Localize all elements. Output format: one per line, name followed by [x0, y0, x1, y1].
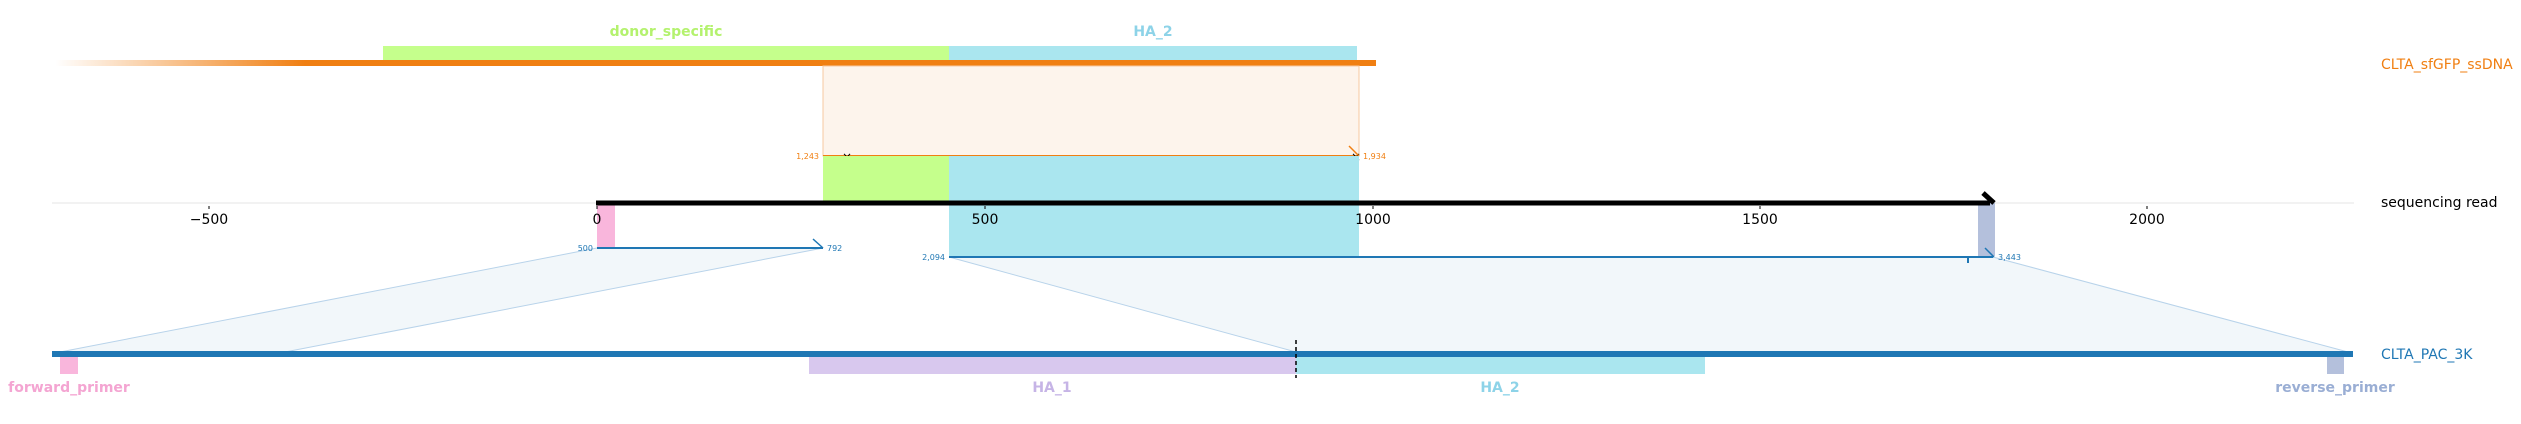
- read-feature-reverse-primer: [1978, 203, 1995, 256]
- read-feature-forward-primer: [597, 203, 615, 249]
- ref-feature-reverse-primer: [2327, 356, 2344, 374]
- donor-bar-fade: [55, 60, 305, 66]
- ref-feature-label-ha2: HA_2: [1480, 380, 1519, 396]
- axis-tick-label: 1000: [1355, 212, 1391, 228]
- axis-tick-label: 0: [593, 212, 602, 228]
- read-feature-donor-specific: [823, 156, 949, 203]
- donor-alignment-region: [822, 65, 1360, 157]
- donor-alignment-start-label: 1,243: [796, 152, 819, 161]
- donor-bar: [305, 60, 1376, 66]
- ref-feature-label-ha1: HA_1: [1032, 380, 1071, 396]
- ref-feature-ha2: [1296, 356, 1705, 374]
- donor-alignment-end-label: 1,934: [1363, 152, 1386, 161]
- read-feature-ha2: [949, 156, 1359, 256]
- ref-alignment-1-start-label: 500: [578, 244, 593, 253]
- axis-tick-label: −500: [190, 212, 228, 228]
- axis-tick-label: 1500: [1742, 212, 1778, 228]
- ref-alignment-2-band: [948, 256, 2349, 353]
- reference-bar: [52, 351, 2353, 357]
- read-track-label: sequencing read: [2381, 195, 2497, 211]
- ref-alignment-2-start-label: 2,094: [922, 253, 945, 262]
- ref-feature-label-forward-primer: forward_primer: [8, 380, 130, 396]
- ref-alignment-1-end-label: 792: [827, 244, 842, 253]
- axis-ticks: −500 0 500 1000 1500 2000: [190, 206, 2165, 228]
- axis-tick-label: 500: [972, 212, 999, 228]
- donor-feature-label-donor-specific: donor_specific: [610, 24, 723, 40]
- donor-track-label: CLTA_sfGFP_ssDNA: [2381, 57, 2513, 73]
- ref-feature-forward-primer: [60, 356, 78, 374]
- read-arrowhead: [1981, 191, 1996, 205]
- donor-feature-label-ha2: HA_2: [1133, 24, 1172, 40]
- axis-tick-label: 2000: [2129, 212, 2165, 228]
- reference-track-label: CLTA_PAC_3K: [2381, 347, 2473, 363]
- ref-feature-ha1: [809, 356, 1296, 374]
- ref-feature-label-reverse-primer: reverse_primer: [2275, 380, 2395, 396]
- ref-alignment-2-arrowhead: [1984, 247, 1995, 258]
- ref-alignment-1-arrowhead: [812, 238, 824, 249]
- donor-feature-donor-specific: [383, 46, 949, 63]
- ref-alignment-2-end-label: 3,443: [1998, 253, 2021, 262]
- ref-alignment-1-band: [59, 247, 824, 353]
- donor-alignment-arrowhead: [1348, 145, 1360, 157]
- donor-feature-ha2: [949, 46, 1357, 63]
